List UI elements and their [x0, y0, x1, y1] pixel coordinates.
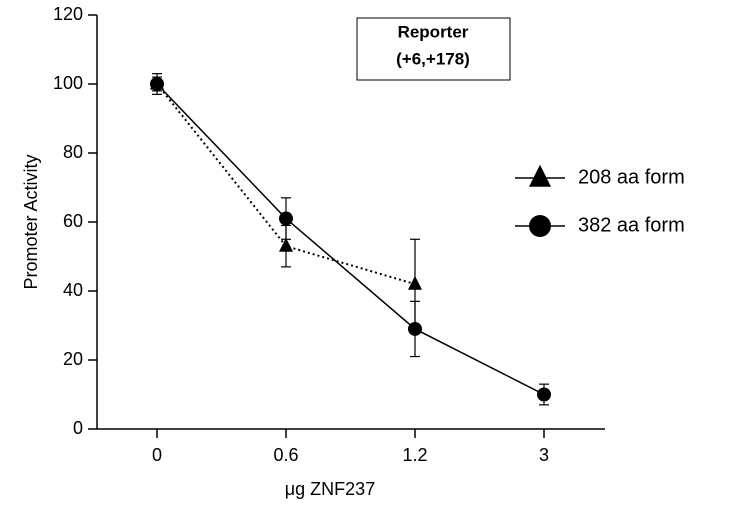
legend-label: 208 aa form	[578, 166, 685, 188]
y-tick-label: 60	[63, 211, 83, 231]
y-tick-label: 100	[53, 73, 83, 93]
x-tick-label: 0.6	[273, 445, 298, 465]
series-line	[156, 83, 416, 286]
marker	[279, 237, 293, 252]
y-tick-label: 40	[63, 280, 83, 300]
marker	[150, 77, 164, 91]
marker	[408, 275, 422, 290]
y-tick-label: 120	[53, 4, 83, 24]
y-tick-label: 80	[63, 142, 83, 162]
y-axis-title: Promoter Activity	[21, 154, 41, 289]
marker	[279, 211, 293, 226]
marker	[408, 321, 422, 336]
marker	[537, 387, 551, 402]
y-tick-label: 0	[73, 418, 83, 438]
series-line	[156, 83, 545, 396]
annotation-line: (+6,+178)	[396, 49, 470, 68]
y-tick-label: 20	[63, 349, 83, 369]
legend-marker	[529, 164, 551, 187]
annotation-line: Reporter	[398, 22, 469, 41]
x-tick-label: 3	[539, 445, 549, 465]
legend-label: 382 aa form	[578, 214, 685, 236]
legend-marker	[529, 215, 551, 237]
x-tick-label: 0	[152, 445, 162, 465]
annotation-box	[356, 17, 511, 81]
x-tick-label: 1.2	[402, 445, 427, 465]
x-axis-title: μg ZNF237	[285, 479, 375, 499]
